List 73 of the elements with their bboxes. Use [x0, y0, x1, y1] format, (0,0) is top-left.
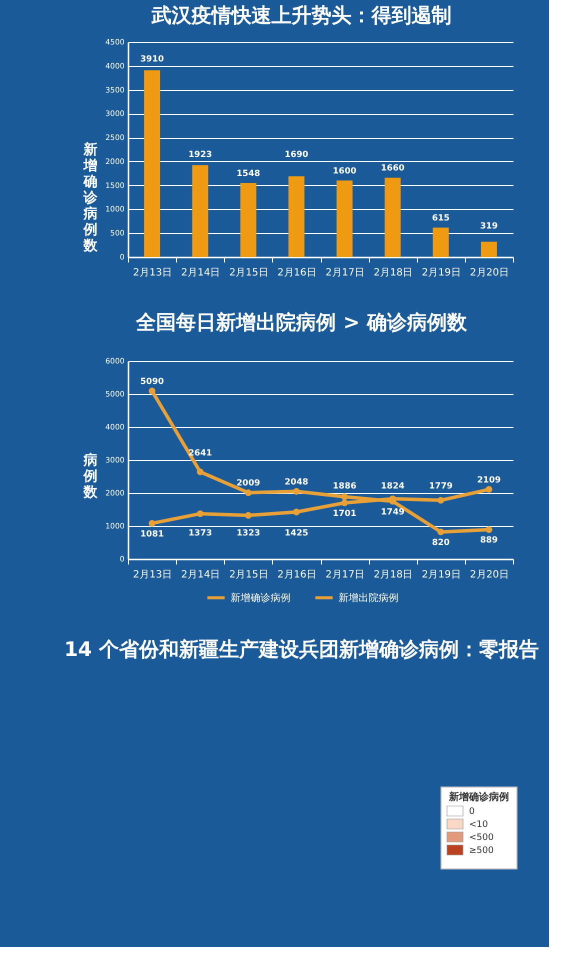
bar [240, 183, 256, 257]
data-label: 1600 [332, 166, 356, 177]
x-tick-label: 2月19日 [422, 268, 461, 278]
data-label: 1660 [380, 164, 405, 174]
data-label: 2109 [477, 475, 501, 486]
x-tick-label: 2月17日 [326, 570, 365, 580]
category-label: <500 [469, 833, 494, 843]
x-tick-label: 2月13日 [133, 268, 172, 278]
x-tick-label: 2月13日 [133, 570, 172, 580]
bar [480, 242, 497, 257]
x-tick-label: 2月18日 [374, 268, 413, 278]
chart-title: 全国每日新增出院病例 > 确诊病例数 [135, 310, 468, 334]
data-label: 615 [432, 214, 450, 224]
data-label: 1923 [188, 150, 212, 160]
data-label: 1323 [236, 528, 260, 538]
data-label: 1749 [380, 507, 405, 518]
data-label: 1548 [236, 169, 260, 180]
x-tick-label: 2月19日 [422, 570, 461, 580]
data-label: 3910 [140, 54, 164, 64]
point [244, 489, 252, 496]
x-tick-label: 2月17日 [326, 268, 365, 278]
x-tick-label: 2月14日 [181, 268, 220, 278]
bar [144, 70, 160, 257]
legend-title: 新增确诊病例 [448, 791, 509, 803]
x-tick-label: 2月16日 [277, 570, 316, 580]
point [341, 500, 348, 506]
y-axis-title: 新增确诊病例数 [82, 141, 98, 254]
y-axis-title: 病例数 [82, 452, 98, 500]
x-tick-label: 2月18日 [374, 570, 413, 580]
point [244, 512, 252, 519]
bar [288, 176, 304, 257]
data-label: 889 [480, 536, 498, 546]
data-label: 1824 [380, 482, 405, 492]
point [486, 526, 492, 534]
point [196, 510, 204, 518]
category-label: 0 [469, 807, 475, 817]
category-label: ≥500 [469, 846, 494, 856]
bar [384, 178, 401, 257]
legend-label: 新增确诊病例 [230, 592, 290, 604]
point [148, 388, 156, 394]
x-tick-label: 2月16日 [277, 268, 316, 278]
x-tick-label: 2月15日 [229, 570, 268, 580]
point [437, 496, 444, 504]
data-label: 2048 [284, 477, 308, 488]
x-tick-label: 2月15日 [229, 268, 268, 278]
bar [336, 180, 353, 257]
point [437, 528, 444, 536]
bar [192, 165, 208, 257]
point [196, 468, 204, 476]
point [293, 488, 300, 495]
legend-label: 新增出院病例 [338, 592, 398, 604]
data-label: 319 [480, 222, 498, 232]
data-label: 1373 [188, 528, 212, 538]
chart-title: 武汉疫情快速上升势头：得到遏制 [150, 3, 452, 27]
point [293, 508, 300, 516]
bar [432, 228, 449, 257]
data-label: 2009 [236, 478, 260, 489]
data-label: 1690 [284, 150, 308, 160]
x-tick-label: 2月20日 [470, 268, 509, 278]
point [148, 520, 156, 527]
category-label: <10 [469, 820, 488, 830]
data-label: 1779 [428, 482, 453, 492]
x-tick-label: 2月14日 [181, 570, 220, 580]
text: 14 个省份和新疆生产建设兵团新增确诊病例：零报告 [64, 637, 539, 661]
point [341, 493, 348, 500]
data-label: 1701 [332, 508, 356, 519]
data-label: 820 [432, 538, 450, 548]
data-label: 5090 [140, 377, 164, 388]
x-tick-label: 2月20日 [470, 570, 509, 580]
data-label: 1886 [332, 482, 356, 492]
point [486, 486, 492, 493]
data-label: 1081 [140, 529, 164, 540]
data-label: 1425 [284, 528, 308, 538]
